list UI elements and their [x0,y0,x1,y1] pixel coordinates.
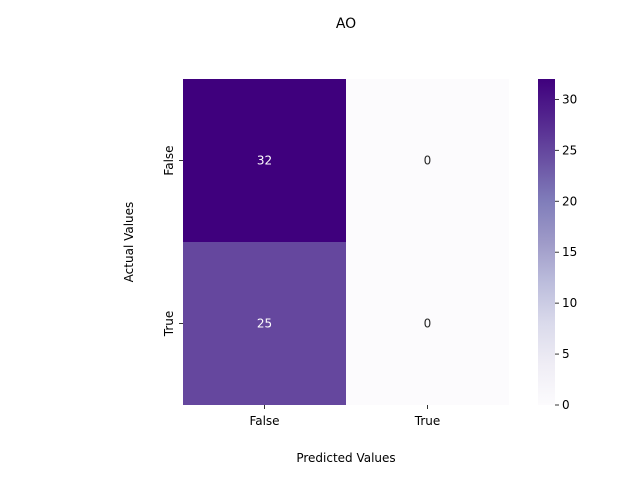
heatmap-cells [183,79,509,405]
colorbar [538,79,555,405]
colorbar-tick-label-0: 0 [562,398,570,412]
x-axis-ticks: False True [249,405,440,428]
y-axis-label: Actual Values [122,202,136,283]
colorbar-tick-label-5: 25 [562,143,577,157]
y-tick-label-0: False [162,145,176,175]
x-axis-label: Predicted Values [296,451,395,465]
heatmap-cell-r1-c0 [183,242,346,405]
heatmap-cell-r1-c1 [346,242,509,405]
heatmap-cell-r0-c1 [346,79,509,242]
x-tick-label-0: False [249,414,279,428]
colorbar-tick-label-2: 10 [562,296,577,310]
chart-title: AO [336,16,356,32]
cell-value-r0-c1: 0 [424,154,432,168]
y-tick-label-1: True [162,311,176,338]
colorbar-tick-label-3: 15 [562,245,577,259]
heatmap-cell-r0-c0 [183,79,346,242]
cell-value-r1-c0: 25 [257,317,272,331]
cell-value-r1-c1: 0 [424,317,432,331]
y-axis-ticks: False True [162,145,183,337]
x-tick-label-1: True [414,414,441,428]
colorbar-ticks: 0 5 10 15 20 25 30 [555,92,577,412]
colorbar-tick-label-1: 5 [562,347,570,361]
cell-value-r0-c0: 32 [257,154,272,168]
colorbar-tick-label-4: 20 [562,194,577,208]
colorbar-tick-label-6: 30 [562,92,577,106]
heatmap-cell-labels: 32 0 25 0 [257,154,431,331]
